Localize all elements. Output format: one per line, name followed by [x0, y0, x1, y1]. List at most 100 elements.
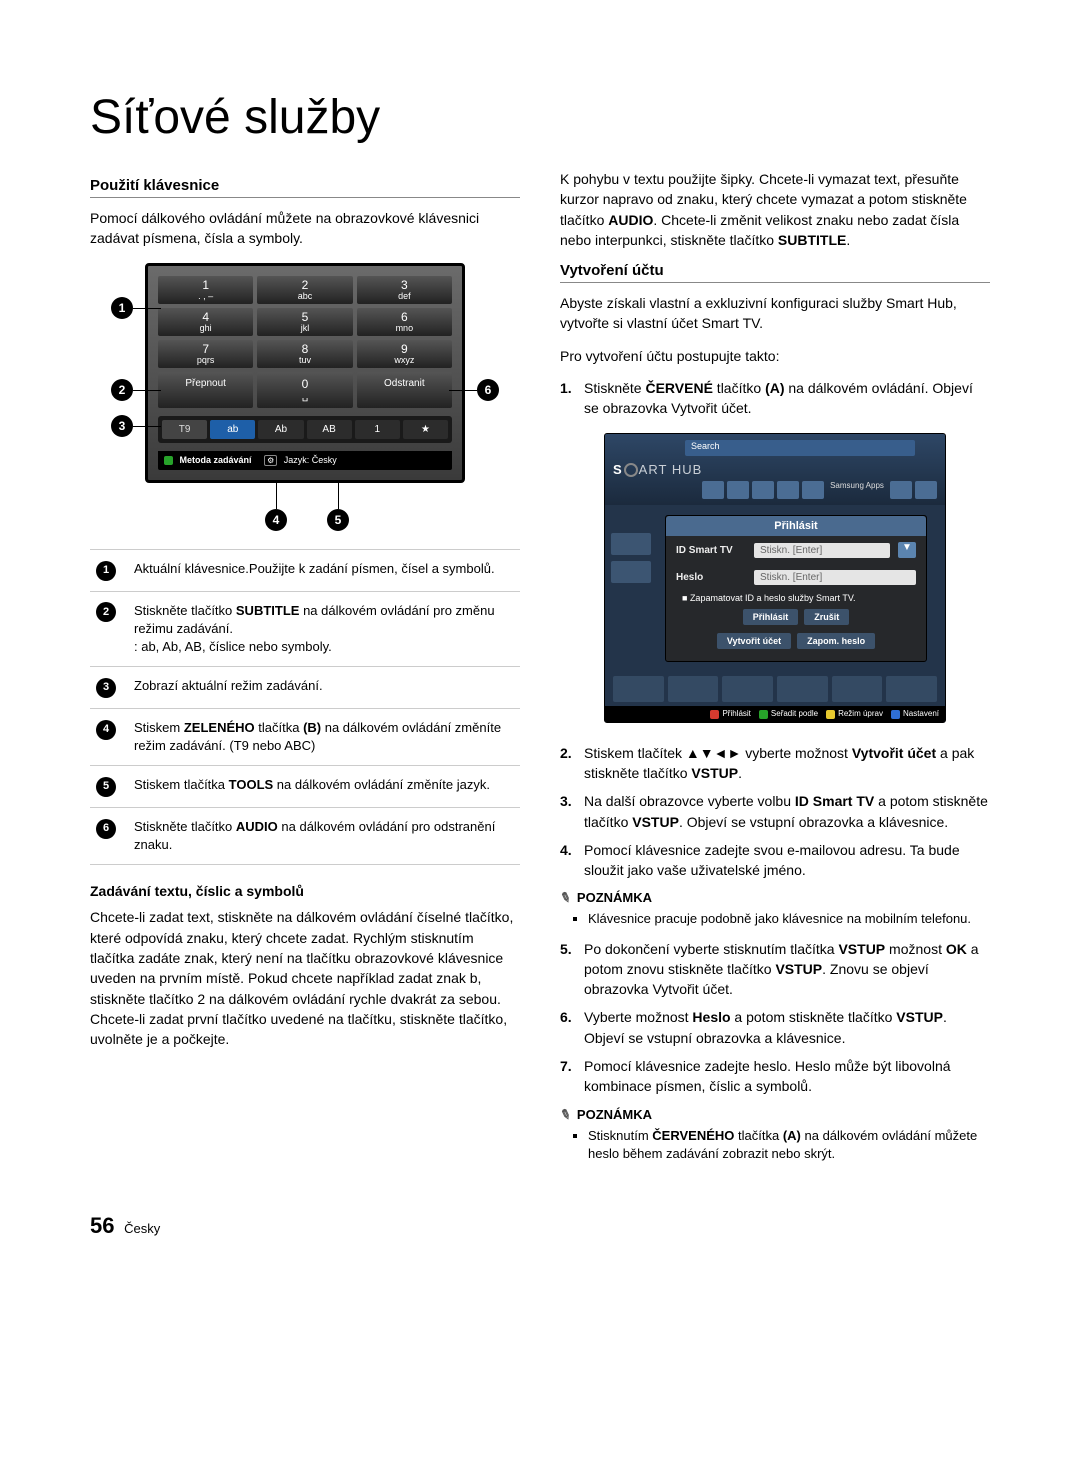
- cursor-paragraph: K pohybu v textu použijte šipky. Chcete-…: [560, 169, 990, 250]
- section-heading-create-account: Vytvoření účtu: [560, 262, 990, 283]
- table-row: 3 Zobrazí aktuální režim zadávání.: [90, 667, 520, 709]
- tools-icon: ⚙: [264, 455, 277, 466]
- callout-line: [133, 308, 161, 309]
- keypad-key: 9wxyz: [357, 340, 452, 368]
- callout-line: [449, 390, 477, 391]
- keypad-key: 7pqrs: [158, 340, 253, 368]
- keypad-key: 3def: [357, 276, 452, 304]
- page-language: Česky: [124, 1221, 160, 1236]
- two-column-layout: Použití klávesnice Pomocí dálkového ovlá…: [90, 169, 990, 1173]
- smarthub-footer: Přihlásit Seřadit podle Režim úprav Nast…: [605, 706, 945, 721]
- id-field: Stiskn. [Enter]: [754, 543, 890, 558]
- legend-text: Stiskněte tlačítko SUBTITLE na dálkovém …: [128, 591, 520, 667]
- mode-Ab: Ab: [258, 420, 303, 439]
- note-item: Klávesnice pracuje podobně jako klávesni…: [588, 910, 990, 928]
- list-item: 6.Vyberte možnost Heslo a potom stisknět…: [560, 1007, 990, 1048]
- page-title: Síťové služby: [90, 90, 990, 145]
- key-zero: 0 ␣: [257, 372, 352, 408]
- left-column: Použití klávesnice Pomocí dálkového ovlá…: [90, 169, 520, 1173]
- search-bar: Search: [685, 440, 915, 456]
- legend-bubble: 4: [96, 720, 116, 740]
- smarthub-app-icons: Samsung Apps: [613, 481, 937, 499]
- keypad-key: 5jkl: [257, 308, 352, 336]
- legend-bubble: 1: [96, 561, 116, 581]
- callout-6: 6: [477, 379, 499, 401]
- callout-line: [133, 390, 161, 391]
- mode-ab: ab: [210, 420, 255, 439]
- list-item: 4.Pomocí klávesnice zadejte svou e-mailo…: [560, 840, 990, 881]
- legend-text: Aktuální klávesnice.Použijte k zadání pí…: [128, 550, 520, 592]
- legend-bubble: 6: [96, 819, 116, 839]
- page-number: 56: [90, 1213, 114, 1238]
- dropdown-icon: ▼: [898, 542, 916, 558]
- keyboard-hint-bar: Metoda zadávání ⚙ Jazyk: Česky: [158, 451, 452, 470]
- step-list-3: 5.Po dokončení vyberte stisknutím tlačít…: [560, 939, 990, 1097]
- section-heading-keyboard: Použití klávesnice: [90, 177, 520, 198]
- table-row: 2 Stiskněte tlačítko SUBTITLE na dálkovém…: [90, 591, 520, 667]
- list-item: 2.Stiskem tlačítek ▲▼◄► vyberte možnost …: [560, 743, 990, 784]
- login-button: Přihlásit: [743, 609, 799, 625]
- legend-bubble: 5: [96, 777, 116, 797]
- mode-num: 1: [355, 420, 400, 439]
- step-list-1: 1. Stiskněte ČERVENÉ tlačítko (A) na dál…: [560, 378, 990, 419]
- keypad-key: 8tuv: [257, 340, 352, 368]
- legend-text: Stiskněte tlačítko AUDIO na dálkovém ovl…: [128, 808, 520, 865]
- subheading-entering-text: Zadávání textu, číslic a symbolů: [90, 883, 520, 899]
- cancel-button: Zrušit: [804, 609, 849, 625]
- note-icon: ✎: [558, 889, 574, 908]
- keypad-key: 6mno: [357, 308, 452, 336]
- legend-text: Stiskem tlačítka TOOLS na dálkovém ovlád…: [128, 766, 520, 808]
- login-modal: Přihlásit ID Smart TV Stiskn. [Enter] ▼ …: [665, 515, 927, 662]
- callout-1: 1: [111, 297, 133, 319]
- right-column: K pohybu v textu použijte šipky. Chcete-…: [560, 169, 990, 1173]
- note-heading: ✎POZNÁMKA: [560, 1107, 990, 1123]
- table-row: 5 Stiskem tlačítka TOOLS na dálkovém ovlá…: [90, 766, 520, 808]
- legend-text: Zobrazí aktuální režim zadávání.: [128, 667, 520, 709]
- keypad-key: 2abc: [257, 276, 352, 304]
- keyboard-diagram: 1 2 3 6 4 5 1. , –2abc3def4ghi5jkl6mno7p…: [145, 263, 465, 483]
- mode-t9: T9: [162, 420, 207, 439]
- callout-line: [338, 483, 339, 509]
- mode-symbol: ★: [403, 420, 448, 439]
- modal-title: Přihlásit: [666, 516, 926, 536]
- callout-2: 2: [111, 379, 133, 401]
- callout-5: 5: [327, 509, 349, 531]
- legend-bubble: 2: [96, 602, 116, 622]
- legend-text: Stiskem ZELENÉHO tlačítka (B) na dálkové…: [128, 708, 520, 765]
- entering-text-paragraph: Chcete-li zadat text, stiskněte na dálko…: [90, 907, 520, 1049]
- keypad-key: 4ghi: [158, 308, 253, 336]
- modal-row-password: Heslo Stiskn. [Enter]: [666, 564, 926, 591]
- note-item: Stisknutím ČERVENÉHO tlačítka (A) na dál…: [588, 1127, 990, 1163]
- list-item: 7.Pomocí klávesnice zadejte heslo. Heslo…: [560, 1056, 990, 1097]
- note-list: Klávesnice pracuje podobně jako klávesni…: [560, 910, 990, 928]
- smarthub-screenshot: Search SART HUB Samsung Apps: [604, 433, 946, 723]
- keyboard-mode-row: T9 ab Ab AB 1 ★: [158, 416, 452, 443]
- smarthub-header: Search SART HUB Samsung Apps: [605, 434, 945, 506]
- forgot-password-button: Zapom. heslo: [797, 633, 875, 649]
- callout-3: 3: [111, 415, 133, 437]
- callout-line: [276, 483, 277, 509]
- key-toggle: Přepnout: [158, 372, 253, 408]
- note-heading: ✎POZNÁMKA: [560, 890, 990, 906]
- modal-row-id: ID Smart TV Stiskn. [Enter] ▼: [666, 536, 926, 564]
- create-account-intro2: Pro vytvoření účtu postupujte takto:: [560, 346, 990, 366]
- smarthub-logo: SART HUB: [613, 462, 702, 478]
- mode-AB: AB: [307, 420, 352, 439]
- table-row: 1 Aktuální klávesnice.Použijte k zadání p…: [90, 550, 520, 592]
- table-row: 6 Stiskněte tlačítko AUDIO na dálkovém ov…: [90, 808, 520, 865]
- callout-legend-table: 1 Aktuální klávesnice.Použijte k zadání p…: [90, 549, 520, 865]
- list-item: 3.Na další obrazovce vyberte volbu ID Sm…: [560, 791, 990, 832]
- note-list: Stisknutím ČERVENÉHO tlačítka (A) na dál…: [560, 1127, 990, 1163]
- note-icon: ✎: [558, 1105, 574, 1124]
- create-account-intro1: Abyste získali vlastní a exkluzivní konf…: [560, 293, 990, 334]
- list-item: 5.Po dokončení vyberte stisknutím tlačít…: [560, 939, 990, 1000]
- password-field: Stiskn. [Enter]: [754, 570, 916, 585]
- table-row: 4 Stiskem ZELENÉHO tlačítka (B) na dálkov…: [90, 708, 520, 765]
- callout-4: 4: [265, 509, 287, 531]
- list-item: 1. Stiskněte ČERVENÉ tlačítko (A) na dál…: [560, 378, 990, 419]
- legend-bubble: 3: [96, 678, 116, 698]
- step-list-2: 2.Stiskem tlačítek ▲▼◄► vyberte možnost …: [560, 743, 990, 881]
- callout-line: [133, 426, 161, 427]
- keypad-key: 1. , –: [158, 276, 253, 304]
- create-account-button: Vytvořit účet: [717, 633, 791, 649]
